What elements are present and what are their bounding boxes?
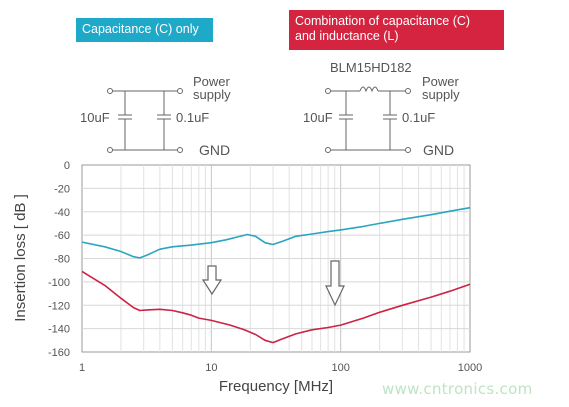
series-line-c-and-l (81, 270, 471, 344)
legend-box-c-only: Capacitance (C) only (76, 18, 213, 42)
down-arrow-icon (325, 260, 345, 307)
right-gnd-label: GND (423, 142, 454, 158)
left-cap2-label: 0.1uF (176, 110, 209, 125)
y-tick-label: -40 (54, 207, 70, 219)
y-tick-label: -120 (48, 300, 70, 312)
left-power-label: Power (193, 74, 231, 89)
x-tick-label: 10 (205, 362, 217, 374)
right-supply-label: supply (422, 87, 460, 102)
capacitor-icon (383, 91, 397, 150)
legend-cl-line2: and inductance (L) (295, 29, 399, 43)
x-tick-label: 100 (331, 362, 349, 374)
right-power-label: Power (422, 74, 460, 89)
y-axis-label: Insertion loss [ dB ] (12, 194, 29, 322)
left-gnd-label: GND (199, 142, 230, 158)
legend-c-only-text: Capacitance (C) only (82, 22, 199, 36)
x-tick-labels: 1 10 100 1000 (79, 362, 482, 374)
inductor-coil-icon (359, 86, 379, 93)
series-line-c-only (81, 206, 471, 259)
circuit-diagrams: 10uF 0.1uF Power supply GND BLM15HD182 1… (80, 60, 460, 158)
circuit-right (325, 86, 411, 153)
y-tick-label: -60 (54, 230, 70, 242)
grid (82, 165, 470, 352)
x-tick-label: 1 (79, 362, 85, 374)
right-part-label: BLM15HD182 (330, 60, 412, 75)
circuit-left (107, 88, 183, 153)
left-supply-label: supply (193, 87, 231, 102)
down-arrow-icon (201, 265, 223, 296)
y-tick-labels: 0 -20 -40 -60 -80 -100 -120 -140 -160 (48, 160, 70, 359)
watermark: www.cntronics.com (382, 380, 533, 398)
left-cap1-label: 10uF (80, 110, 110, 125)
capacitor-icon (118, 91, 132, 150)
y-tick-label: -160 (48, 347, 70, 359)
legend-box-c-and-l: Combination of capacitance (C) and induc… (289, 10, 504, 50)
y-tick-label: -80 (54, 254, 70, 266)
right-cap2-label: 0.1uF (402, 110, 435, 125)
y-tick-label: 0 (64, 160, 70, 172)
x-tick-label: 1000 (458, 362, 482, 374)
y-tick-label: -100 (48, 277, 70, 289)
y-tick-label: -20 (54, 183, 70, 195)
y-tick-label: -140 (48, 324, 70, 336)
right-cap1-label: 10uF (303, 110, 333, 125)
x-axis-label: Frequency [MHz] (219, 378, 333, 395)
series-lines (81, 206, 471, 344)
capacitor-icon (339, 91, 353, 150)
capacitor-icon (157, 91, 171, 150)
legend-cl-line1: Combination of capacitance (C) (295, 14, 471, 28)
